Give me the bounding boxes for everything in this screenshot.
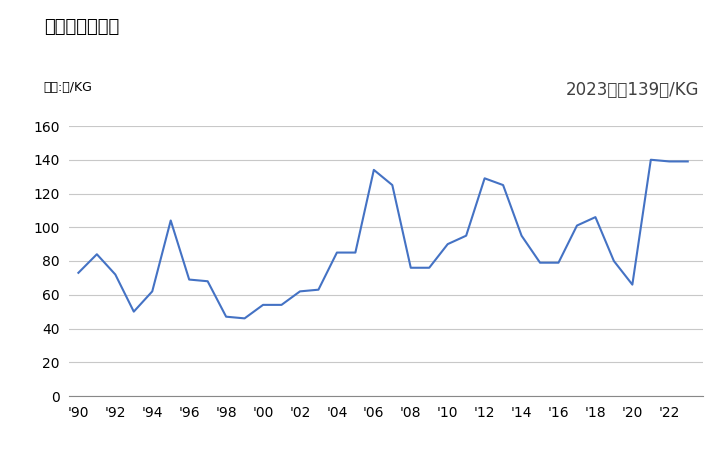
- Text: 輸出価格の推移: 輸出価格の推移: [44, 18, 119, 36]
- Text: 2023年：139円/KG: 2023年：139円/KG: [566, 81, 699, 99]
- Text: 単位:円/KG: 単位:円/KG: [44, 81, 92, 94]
